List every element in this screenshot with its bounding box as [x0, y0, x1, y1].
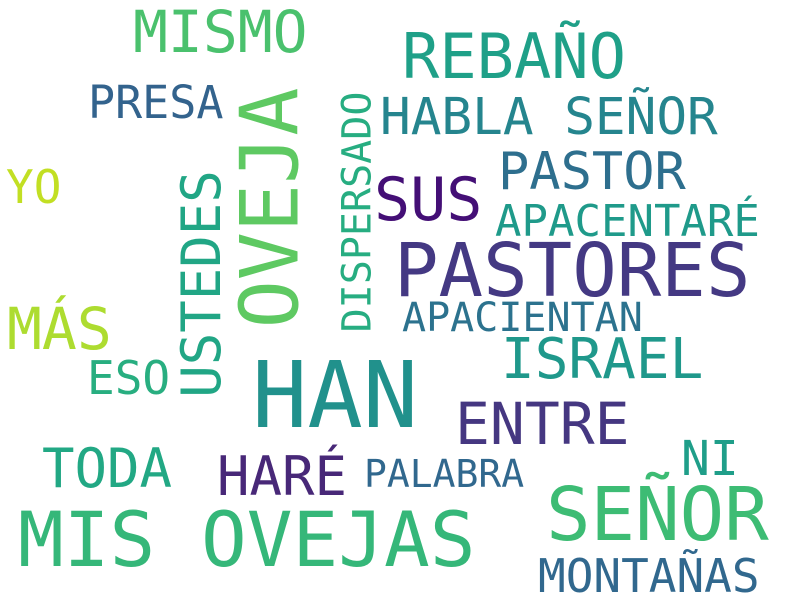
word-entre: ENTRE	[455, 390, 630, 458]
word-palabra: PALABRA	[364, 452, 525, 496]
word-senor: SEÑOR	[546, 472, 769, 558]
word-toda: TODA	[42, 437, 173, 500]
word-han: HAN	[252, 342, 419, 449]
word-presa: PRESA	[88, 76, 224, 129]
word-oveja: OVEJA	[223, 87, 317, 329]
word-pastor: PASTOR	[498, 142, 686, 202]
word-eso: ESO	[87, 351, 171, 405]
word-dispersado: DISPERSADO	[334, 91, 381, 333]
word-apacientan: APACIENTAN	[402, 295, 643, 341]
word-mis-ovejas: MIS OVEJAS	[18, 495, 476, 584]
word-israel: ISRAEL	[501, 327, 704, 392]
word-rebano: REBAÑO	[402, 20, 626, 93]
word-montanas: MONTAÑAS	[538, 549, 760, 600]
word-yo: YO	[6, 160, 62, 214]
word-ni: NI	[681, 431, 739, 487]
word-hare: HARÉ	[217, 445, 348, 508]
word-mas: MÁS	[7, 295, 112, 363]
word-pastores: PASTORES	[394, 228, 751, 314]
word-ustedes: USTEDES	[169, 170, 233, 398]
word-sus: SUS	[374, 165, 483, 235]
word-apacentare: APACENTARÉ	[495, 196, 760, 247]
word-mismo: MISMO	[133, 0, 308, 66]
word-habla-senor: HABLA SEÑOR	[380, 88, 718, 147]
